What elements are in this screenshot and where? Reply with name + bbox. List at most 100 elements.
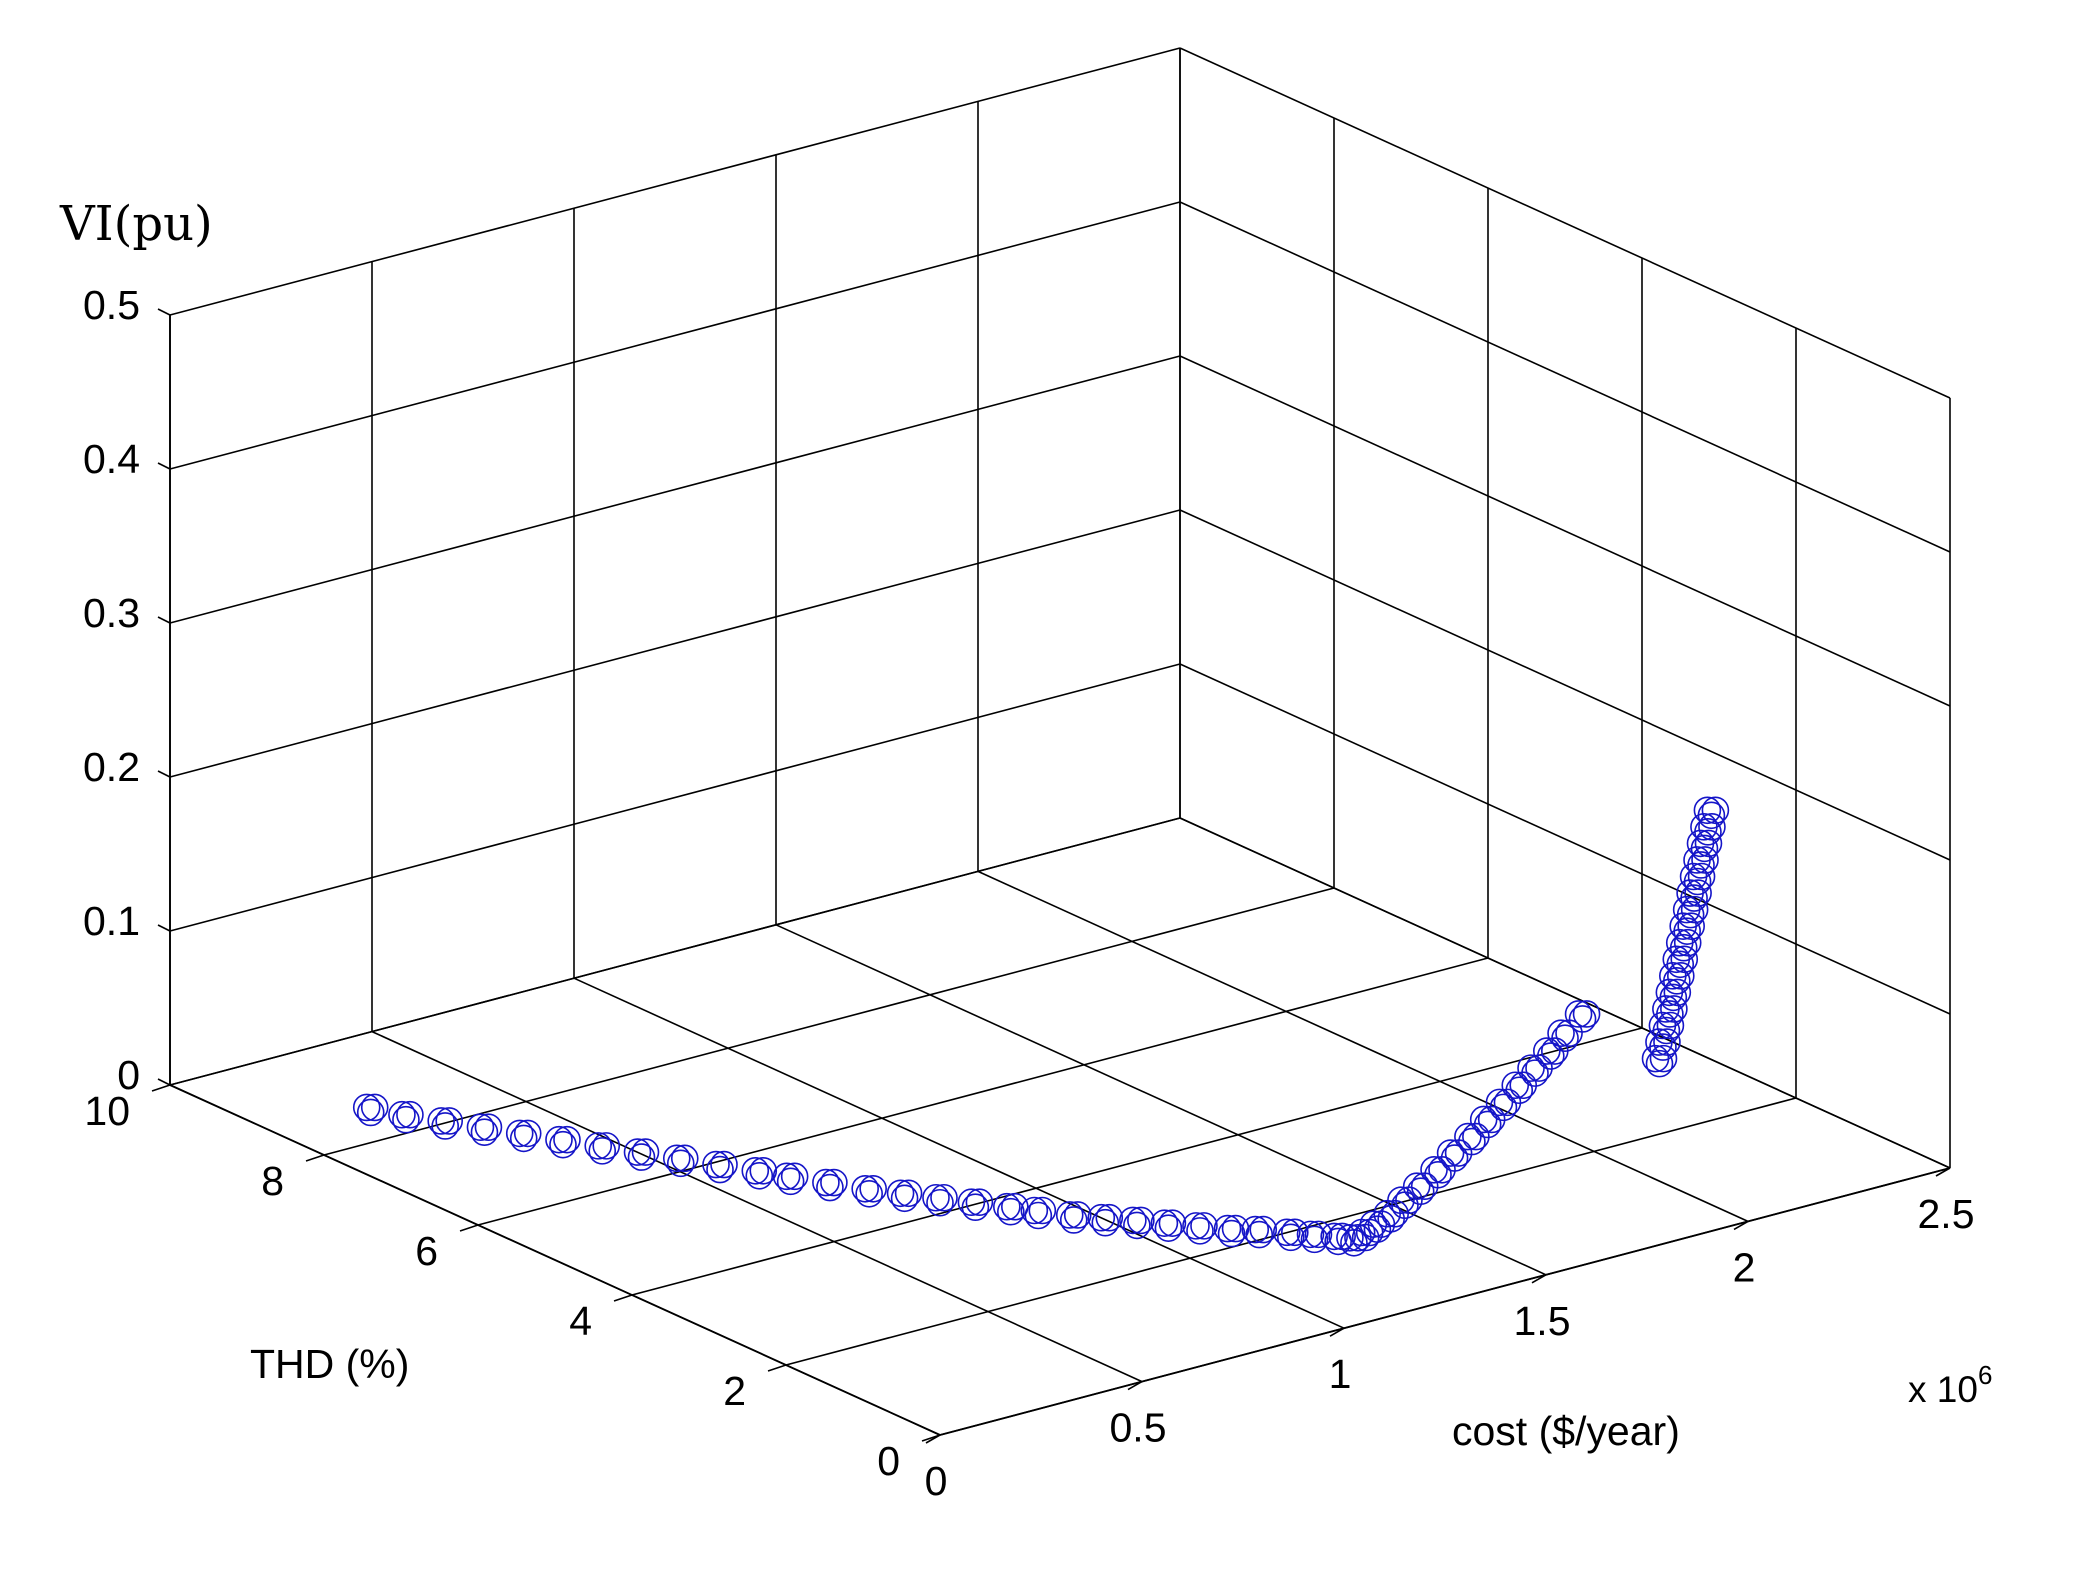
data-point [1701,796,1730,825]
data-point [1669,933,1698,962]
data-point [1402,1172,1431,1200]
data-point [1154,1214,1183,1242]
data-point [1551,1024,1579,1053]
data-point [1677,912,1705,940]
data-point [1440,1144,1469,1172]
axes [169,315,1951,1436]
data-point [855,1179,883,1208]
data-point [1485,1088,1514,1117]
data-point [584,1132,613,1160]
data-point [356,1098,385,1127]
data-point [1652,1016,1681,1045]
y-tick-label: 0 [877,1438,900,1484]
data-point [1564,1000,1593,1028]
data-point [1406,1177,1435,1205]
x-tick-label: 2 [1733,1244,1756,1290]
data-point [1150,1209,1179,1237]
data-point [1095,1203,1124,1232]
data-point [1649,1044,1678,1073]
data-point [1249,1215,1278,1244]
data-point [859,1174,887,1203]
data-point [1533,1037,1561,1065]
gridline-backwall-z [169,817,1181,1086]
data-point [1683,867,1712,896]
data-point [890,1184,919,1213]
data-point [1656,1011,1685,1040]
data-point [1190,1212,1218,1240]
data-point [1489,1093,1518,1122]
data-point [1694,829,1723,858]
data-point [965,1188,994,1217]
data-point [745,1161,774,1190]
data-point [670,1144,699,1173]
data-point [392,1105,420,1134]
data-point [435,1107,464,1135]
x-tick-label: 1 [1329,1351,1352,1397]
data-point [1245,1220,1274,1249]
data-point [993,1192,1021,1221]
z-tick-mark [157,308,171,316]
data-point [1336,1223,1364,1252]
data-point [1059,1206,1088,1234]
gridline-sidewall-z [1179,663,1951,1015]
data-point [1501,1071,1530,1100]
data-point [662,1144,691,1173]
data-point [623,1138,652,1166]
data-point [666,1149,695,1178]
data-point [427,1107,456,1135]
data-point [588,1137,617,1165]
data-point [1505,1076,1534,1105]
x-axis-multiplier-exponent: 6 [1978,1360,1992,1390]
data-point [926,1188,954,1217]
gridline-backwall-z [169,201,1181,470]
data-point [466,1113,495,1141]
data-point [1300,1225,1329,1254]
data-point [776,1167,805,1196]
data-point [1091,1208,1120,1237]
data-point [1572,1000,1601,1028]
data-point [1521,1059,1549,1087]
data-point [1547,1019,1575,1048]
data-point [1691,846,1719,874]
data-point [780,1162,809,1191]
z-tick-mark [157,462,171,470]
y-tick-mark [921,1434,941,1442]
gridline-floor-x [775,924,1547,1276]
x-tick-mark [1127,1380,1143,1391]
y-tick-label: 4 [569,1298,592,1344]
z-axis-title: VI(pu) [59,196,213,252]
gridline-backwall-z [169,509,1181,778]
z-tick-label: 0 [117,1052,140,1098]
gridlines [169,47,1951,1436]
x-tick-label: 0.5 [1110,1405,1167,1451]
data-point [1387,1186,1415,1215]
z-tick-mark [157,616,171,624]
data-point [1158,1209,1187,1237]
data-point [1087,1203,1116,1232]
data-point [1680,884,1708,912]
x-axis-multiplier-base: x 10 [1908,1369,1978,1410]
data-point [1659,983,1688,1012]
tick-marks [151,308,1951,1444]
series-1 [352,1000,1601,1257]
data-point [820,1168,848,1197]
data-point [997,1197,1025,1226]
data-point [553,1125,581,1154]
data-point [1462,1122,1490,1151]
data-point [360,1093,389,1122]
gridline-sidewall-z [1179,47,1951,399]
data-point [1673,928,1702,957]
z-tick-label: 0.4 [83,436,140,482]
data-point [1660,995,1688,1023]
z-tick-mark [157,1078,171,1086]
data-point [1663,967,1691,995]
y-axis-line [169,1084,941,1436]
y-tick-mark [151,1084,171,1092]
data-point [886,1179,915,1208]
data-point [513,1119,542,1148]
data-point [1454,1122,1482,1151]
x-tick-label: 2.5 [1918,1191,1975,1237]
data-point [1663,978,1692,1007]
data-point [396,1100,424,1129]
